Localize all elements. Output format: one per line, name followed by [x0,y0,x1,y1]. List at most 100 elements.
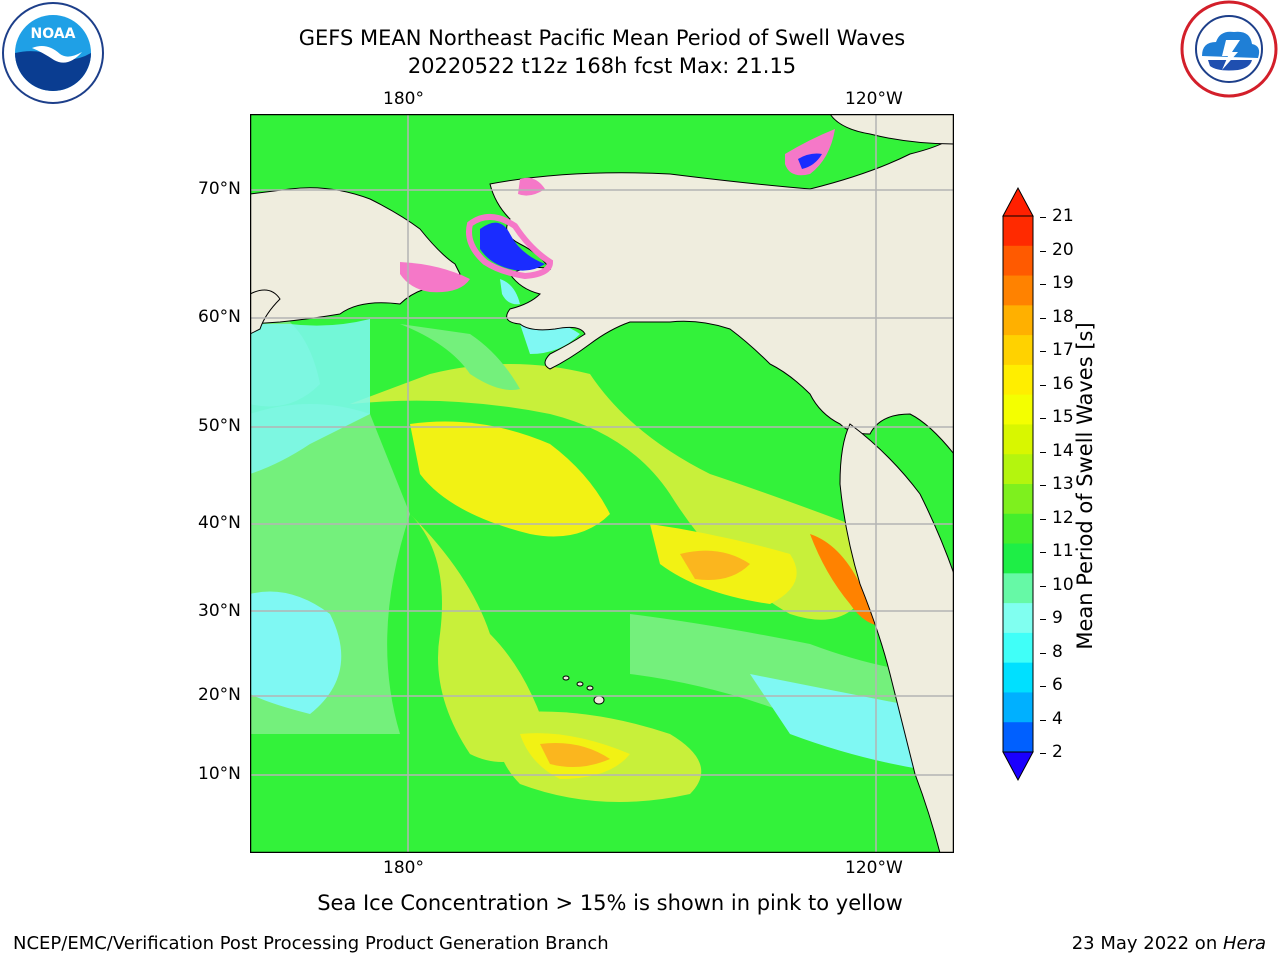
date-stamp: 23 May 2022 on Hera [1072,933,1266,954]
colorbar-tick-label: 2 [1052,742,1063,762]
land-peninsula [250,289,281,335]
ice-note-text: Sea Ice Concentration > 15% is shown in … [317,891,903,915]
colorbar-band [1003,424,1033,455]
sea-ice-edge [466,214,554,280]
colorbar-band [1003,543,1033,574]
lon-label-bottom-120w: 120°W [845,858,903,878]
sea-ice-high [798,153,822,169]
hawaii-islands [562,675,605,705]
field-region [250,591,342,714]
colorbar-band [1003,662,1033,693]
colorbar-tick-label: 6 [1052,675,1063,695]
field-region [540,743,610,768]
colorbar-band [1003,245,1033,277]
map-panel [249,113,955,854]
colorbar-tick-mark [1040,552,1046,553]
lat-label-20n: 20°N [198,685,241,705]
field-region [250,319,370,474]
lon-label-top-120w: 120°W [845,89,903,109]
colorbar-tick-label: 10 [1052,574,1074,595]
colorbar-tick-label: 8 [1052,641,1063,662]
colorbar-tick-label: 20 [1052,239,1074,260]
lat-label-70n: 70°N [198,179,241,199]
sea-ice-high [480,222,545,271]
date-text: 23 May 2022 on [1071,933,1223,954]
colorbar-tick-mark [1040,317,1046,319]
lon-label-bottom-180: 180° [383,858,424,878]
colorbar-tick-mark [1040,351,1046,352]
colorbar-tick-mark [1040,485,1046,486]
colorbar-tick-label: 12 [1052,507,1074,528]
colorbar-under-triangle [1002,751,1034,782]
colorbar-tick-label: 18 [1052,306,1074,327]
colorbar-tick-label: 11 [1052,541,1074,561]
colorbar-band [1003,216,1033,247]
colorbar-band [1003,692,1033,723]
colorbar-band [1003,335,1033,366]
colorbar-label: Mean Period of Swell Waves [s] [1073,322,1097,650]
colorbar-band [1003,632,1033,664]
colorbar-tick-mark [1040,217,1046,218]
colorbar-tick-mark [1040,384,1046,386]
map-border [249,113,955,854]
colorbar-band [1003,454,1033,485]
lat-label-10n: 10°N [198,764,241,784]
colorbar-outline [1002,215,1034,753]
noaa-logo-text: NOAA [31,26,76,42]
field-region [410,514,550,762]
land-arctic-islands [829,114,954,145]
lat-label-60n: 60°N [198,307,241,327]
colorbar-tick-mark [1040,250,1046,252]
colorbar-band [1003,603,1033,634]
colorbar-tick-label: 16 [1052,373,1074,394]
field-region [750,674,954,774]
colorbar-tick-label: 17 [1052,340,1074,360]
field-region [810,534,900,627]
colorbar-tick-mark [1040,418,1046,419]
chart-title: GEFS MEAN Northeast Pacific Mean Period … [298,26,906,50]
colorbar-tick-mark [1040,652,1046,654]
colorbar-tick-mark [1040,284,1046,285]
chart-subtitle: 20220522 t12z 168h fcst Max: 21.15 [407,54,797,78]
colorbar-band [1003,722,1033,753]
colorbar-tick-label: 21 [1052,206,1074,226]
sea-ice-edge [500,279,520,305]
colorbar-tick-label: 4 [1052,708,1063,729]
gridlines [250,114,954,853]
lat-label-50n: 50°N [198,416,241,436]
colorbar-band [1003,573,1033,604]
field-region [400,324,520,390]
colorbar-tick-mark [1040,451,1046,453]
colorbar-tick-mark [1040,753,1046,754]
colorbar-tick-label: 13 [1052,474,1074,494]
swell-period-map [249,113,955,854]
colorbar-band [1003,484,1033,515]
colorbar-band [1003,275,1033,306]
colorbar-over-triangle [1002,186,1034,217]
colorbar-band [1003,513,1033,545]
sea-ice-edge [785,129,835,176]
sea-ice-edge [400,262,470,293]
field-region [410,421,610,537]
colorbar-tick-mark [1040,585,1046,587]
lat-label-40n: 40°N [198,513,241,533]
colorbar-band [1003,394,1033,425]
colorbar-tick-label: 14 [1052,440,1074,461]
lon-label-top-180: 180° [383,89,424,109]
field-region [680,550,750,580]
land-west-coast [839,423,954,853]
sea-ice-edge [518,177,545,196]
nws-logo [1178,0,1280,98]
credit-text: NCEP/EMC/Verification Post Processing Pr… [13,933,609,954]
colorbar-tick-mark [1040,619,1046,620]
machine-name: Hera [1222,933,1266,954]
colorbar-tick-mark [1040,719,1046,721]
colorbar [1000,186,1040,782]
colorbar-tick-mark [1040,518,1046,520]
colorbar-band [1003,364,1033,396]
colorbar-svg [1002,186,1034,782]
noaa-logo: NOAA [2,2,104,104]
colorbar-band [1003,305,1033,336]
ice-note: Sea Ice Concentration > 15% is shown in … [0,891,1280,915]
colorbar-tick-label: 19 [1052,273,1074,293]
